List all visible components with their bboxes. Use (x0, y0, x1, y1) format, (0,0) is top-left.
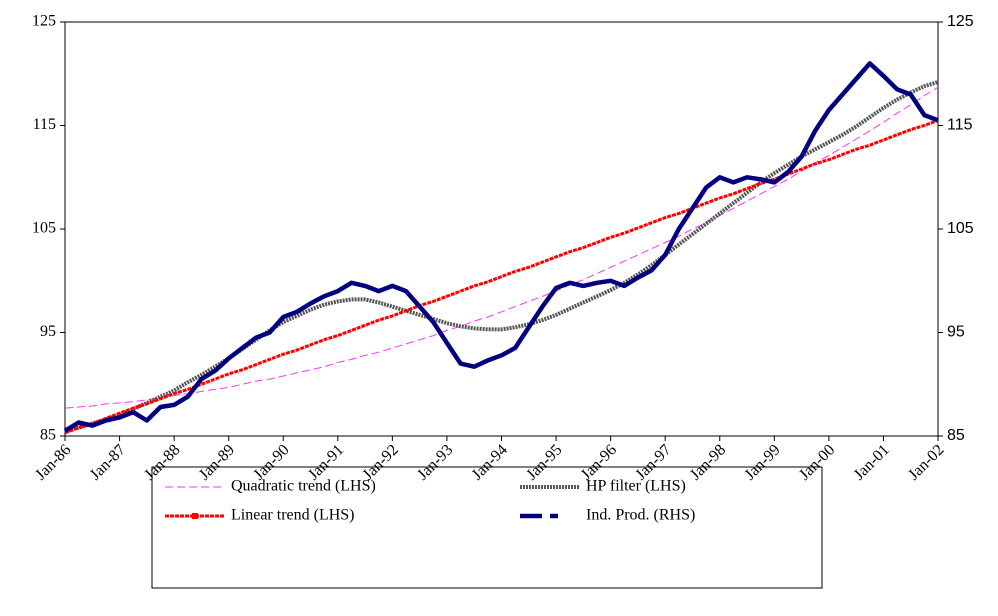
series-line (63, 61, 939, 433)
series-line (64, 80, 939, 433)
series-line (64, 86, 939, 409)
y-tick-label: 115 (33, 116, 56, 133)
y-tick-label: 85 (40, 427, 56, 444)
y2-tick-label: 115 (947, 117, 973, 134)
plot-frame (64, 21, 939, 437)
legend-label: Linear trend (LHS) (231, 507, 355, 524)
legend-label: HP filter (LHS) (586, 478, 686, 495)
y-tick-label: 125 (32, 13, 56, 30)
y2-tick-label: 85 (947, 427, 965, 444)
x-tick-label: Jan-02 (905, 441, 947, 483)
y2-tick-label: 105 (947, 220, 974, 237)
x-tick-label: Jan-86 (32, 441, 74, 483)
legend-label: Ind. Prod. (RHS) (586, 507, 695, 524)
y-tick-label: 95 (40, 323, 56, 340)
x-tick-label: Jan-87 (87, 441, 129, 483)
legend-marker (192, 513, 198, 519)
series-line (64, 118, 939, 435)
x-tick-label: Jan-01 (851, 441, 893, 483)
y2-tick-label: 125 (947, 13, 974, 30)
y2-tick-label: 95 (947, 324, 965, 341)
legend-box (151, 466, 823, 589)
legend-label: Quadratic trend (LHS) (231, 478, 376, 495)
y-tick-label: 105 (32, 220, 56, 237)
